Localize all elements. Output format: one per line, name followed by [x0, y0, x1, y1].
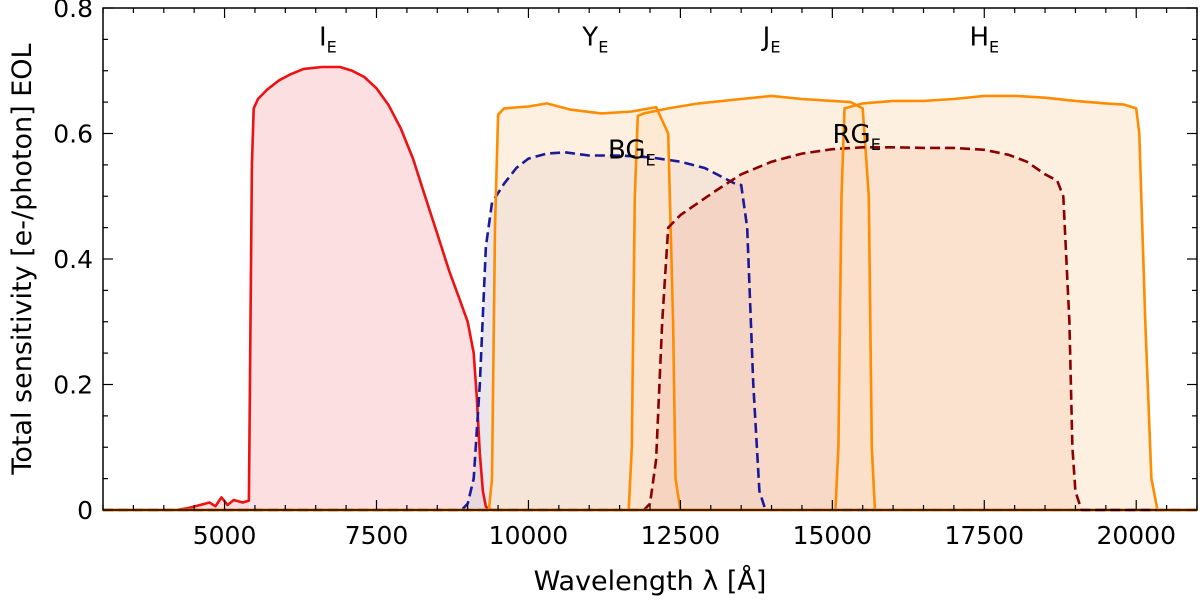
x-tick-label: 12500: [641, 521, 721, 550]
band-curve-ie: [103, 65, 1197, 512]
x-tick-label: 5000: [193, 521, 257, 550]
band-curve-bge: [103, 151, 1197, 512]
y-tick-label: 0: [77, 496, 93, 525]
band-label-rge: RGE: [832, 120, 880, 154]
y-tick-label: 0.4: [53, 245, 93, 274]
band-curve-je: [103, 94, 1197, 512]
band-curves: [103, 65, 1197, 512]
band-fill-je: [103, 95, 1197, 511]
x-tick-label: 15000: [793, 521, 873, 550]
y-tick-label: 0.8: [53, 0, 93, 23]
band-fill-he: [103, 95, 1197, 511]
x-tick-label: 20000: [1096, 521, 1176, 550]
y-tick-label: 0.2: [53, 371, 93, 400]
x-tick-label: 7500: [345, 521, 409, 550]
band-curve-ye: [103, 102, 1197, 512]
y-tick-label: 0.6: [53, 120, 93, 149]
band-label-he: HE: [969, 23, 999, 57]
x-tick-label: 10000: [489, 521, 569, 550]
axis-ticks: 5000 7500 10000 12500 15000 17500 20000 0 0.2 0.4…: [53, 0, 1198, 550]
x-axis-title: Wavelength λ [Å]: [534, 565, 767, 597]
band-label-ye: YE: [581, 23, 608, 57]
band-curve-he: [103, 94, 1197, 512]
y-axis-title: Total sensitivity [e-/photon] EOL: [7, 43, 38, 475]
band-labels: IE BGE YE JE RGE HE: [319, 23, 999, 170]
band-label-je: JE: [761, 23, 781, 57]
band-fill-ie: [103, 67, 1197, 510]
band-fills: [103, 67, 1197, 511]
band-curve-rge: [103, 146, 1197, 512]
x-tick-label: 17500: [945, 521, 1025, 550]
band-label-ie: IE: [319, 23, 337, 57]
band-label-bge: BGE: [608, 136, 656, 170]
